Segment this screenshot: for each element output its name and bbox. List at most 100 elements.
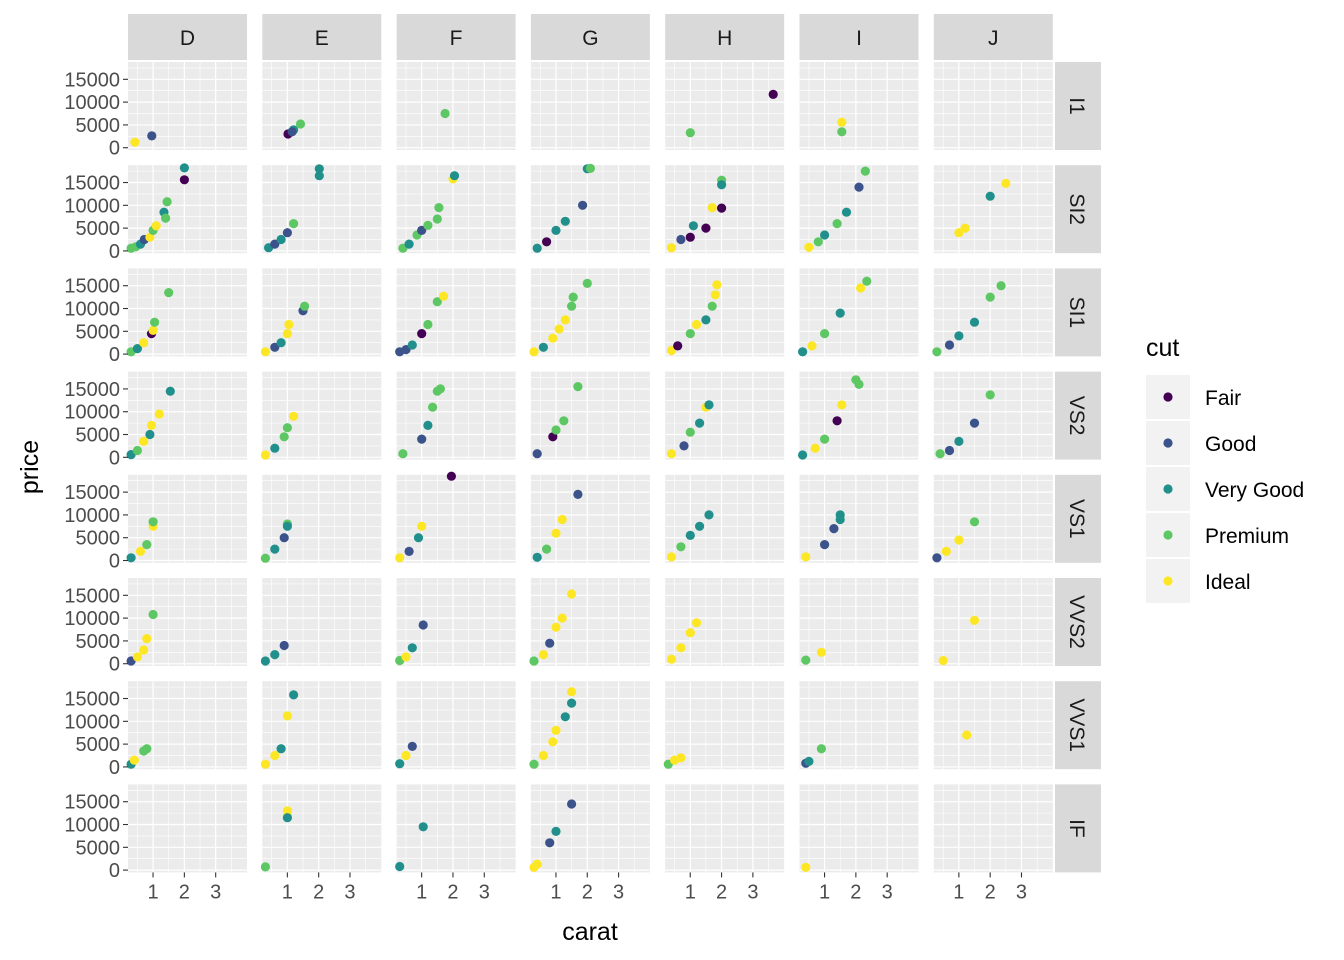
data-point-premium <box>150 317 160 327</box>
data-point-ideal <box>666 552 677 562</box>
legend-title: cut <box>1146 334 1179 362</box>
panel-I-I1 <box>799 62 919 150</box>
data-point-ideal <box>676 753 686 763</box>
data-point-very-good <box>395 861 405 872</box>
data-point-good <box>969 418 980 428</box>
data-point-premium <box>295 119 306 129</box>
data-point-premium <box>164 288 174 298</box>
row-strip-SI2 <box>1055 165 1101 254</box>
data-point-very-good <box>954 331 964 341</box>
panel-F-VVS1 <box>396 681 516 770</box>
panel-background <box>262 371 382 460</box>
y-tick-label: 15000 <box>64 689 120 711</box>
data-point-very-good <box>165 386 175 396</box>
data-point-ideal <box>712 280 722 290</box>
x-tick-label: 2 <box>447 881 458 903</box>
column-strip-G <box>530 14 650 60</box>
data-point-ideal <box>816 647 827 657</box>
data-point-good <box>578 200 588 210</box>
y-tick-label: 5000 <box>76 528 121 550</box>
panel-D-I1 <box>128 62 247 150</box>
data-point-very-good <box>404 239 414 249</box>
data-point-very-good <box>270 443 280 453</box>
legend-label: Good <box>1205 433 1256 456</box>
row-strip-label: SI1 <box>1065 297 1088 329</box>
row-strip-VVS2 <box>1055 578 1101 666</box>
row-strip-label: I1 <box>1065 97 1088 115</box>
panel-F-IF <box>396 784 516 873</box>
data-point-good <box>567 799 577 809</box>
panel-I-SI1 <box>799 268 919 357</box>
data-point-very-good <box>179 163 189 173</box>
data-point-ideal <box>941 546 951 557</box>
panel-background <box>396 784 516 873</box>
data-point-good <box>829 524 839 534</box>
data-point-good <box>532 449 542 459</box>
data-point-ideal <box>837 400 847 410</box>
data-point-premium <box>862 276 872 286</box>
panel-G-IF <box>530 784 650 873</box>
data-point-ideal <box>289 411 299 421</box>
legend-swatch <box>1163 438 1173 448</box>
data-point-very-good <box>282 813 292 823</box>
data-point-ideal <box>132 652 142 662</box>
data-point-good <box>676 234 686 245</box>
data-point-very-good <box>704 510 714 520</box>
data-point-good <box>279 640 289 651</box>
data-point-ideal <box>551 622 561 632</box>
x-tick-label: 2 <box>313 881 324 903</box>
data-point-good <box>573 489 583 499</box>
y-tick-label: 10000 <box>64 299 120 321</box>
data-point-very-good <box>969 317 980 327</box>
data-point-very-good <box>314 164 324 174</box>
data-point-ideal <box>538 650 549 660</box>
data-point-fair <box>417 329 427 339</box>
data-point-ideal <box>538 750 549 761</box>
panel-background <box>530 578 650 666</box>
data-point-premium <box>142 540 152 550</box>
panel-E-VS2 <box>262 371 382 460</box>
panel-background <box>128 784 247 873</box>
data-point-good <box>270 239 280 249</box>
panel-background <box>799 268 919 357</box>
x-tick-label: 3 <box>1016 881 1027 903</box>
data-point-very-good <box>407 643 417 653</box>
data-point-premium <box>996 281 1006 291</box>
data-point-ideal <box>139 338 149 348</box>
data-point-premium <box>985 390 995 400</box>
data-point-premium <box>582 278 592 288</box>
data-point-ideal <box>804 242 814 252</box>
data-point-ideal <box>837 117 847 127</box>
row-strip-label: SI2 <box>1065 193 1088 225</box>
data-point-ideal <box>567 687 577 697</box>
y-tick-label: 5000 <box>76 115 121 137</box>
data-point-premium <box>423 319 433 330</box>
panel-background <box>799 784 919 873</box>
data-point-ideal <box>439 291 449 301</box>
panel-J-VVS1 <box>933 681 1053 770</box>
y-tick-label: 15000 <box>64 69 120 91</box>
y-tick-label: 10000 <box>64 92 120 114</box>
x-tick-label: 2 <box>850 881 861 903</box>
panel-F-I1 <box>396 62 516 150</box>
data-point-ideal <box>260 759 270 769</box>
data-point-good <box>679 441 689 451</box>
data-point-very-good <box>701 315 711 325</box>
data-point-premium <box>685 329 695 339</box>
data-point-premium <box>260 553 270 563</box>
y-tick-label: 0 <box>109 757 120 779</box>
panel-E-VVS1 <box>262 681 382 770</box>
data-point-very-good <box>695 418 705 428</box>
panel-F-VS1 <box>396 474 516 563</box>
panel-I-VVS1 <box>799 681 919 770</box>
panel-background <box>262 62 382 150</box>
row-strip-label: VS1 <box>1065 499 1088 539</box>
x-tick-label: 3 <box>613 881 624 903</box>
panel-background <box>396 62 516 150</box>
data-point-very-good <box>685 530 695 541</box>
data-point-ideal <box>551 528 561 538</box>
data-point-good <box>854 182 864 192</box>
row-strip-label: VVS2 <box>1065 595 1088 649</box>
x-tick-label: 1 <box>685 881 696 903</box>
